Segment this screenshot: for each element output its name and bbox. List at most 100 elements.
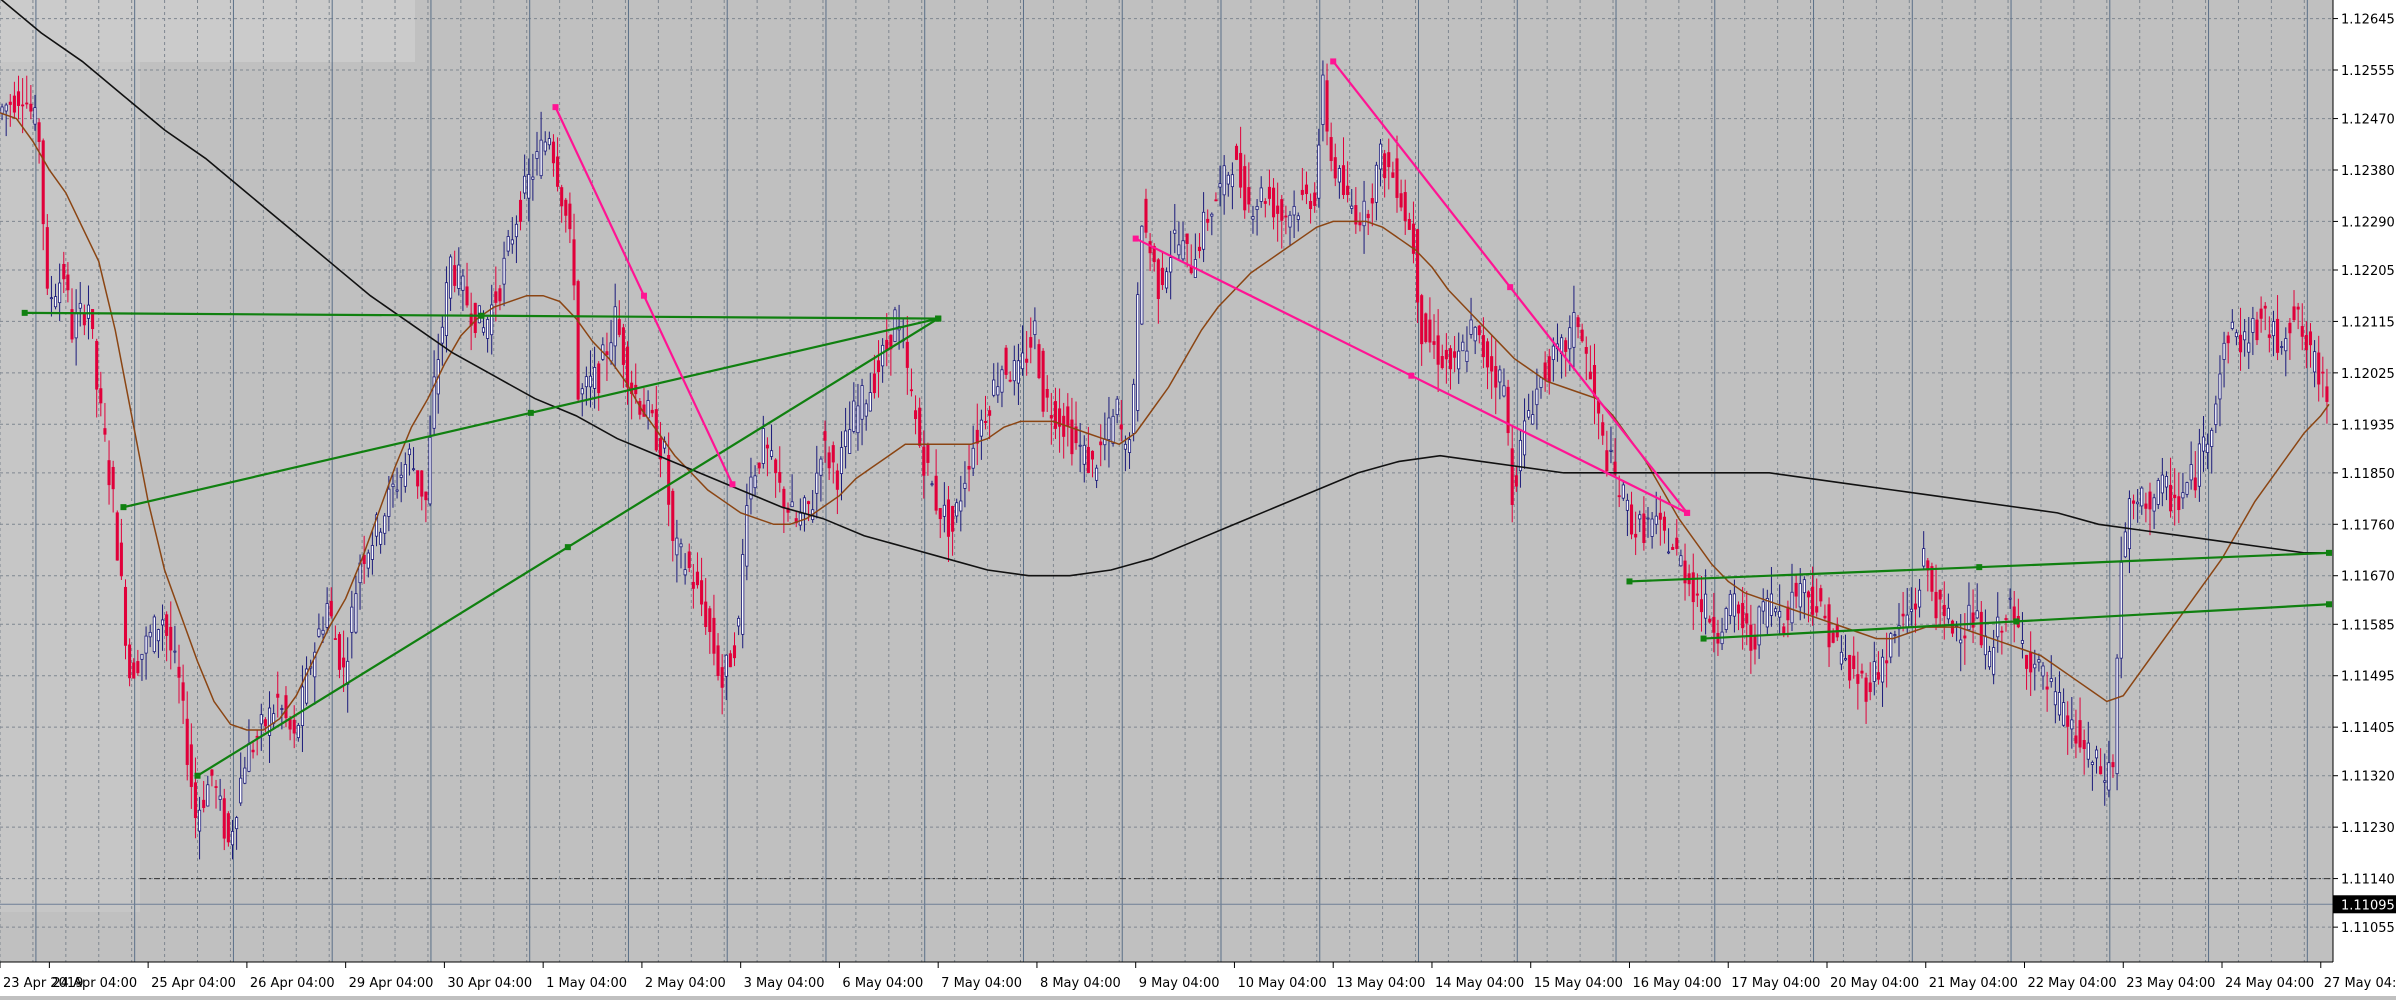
candle-body bbox=[782, 488, 786, 509]
candle-body bbox=[1827, 604, 1831, 648]
trend-line-green-anchor[interactable] bbox=[1700, 635, 1707, 642]
candle-body bbox=[350, 606, 354, 633]
trend-line-green-anchor[interactable] bbox=[1626, 578, 1633, 585]
candle-body bbox=[16, 91, 21, 106]
trend-line-magenta-midpoint[interactable] bbox=[1408, 372, 1415, 379]
trend-line-green-anchor[interactable] bbox=[2326, 549, 2332, 556]
trend-line-magenta-anchor[interactable] bbox=[1684, 509, 1691, 516]
candle-body bbox=[1650, 518, 1654, 537]
trend-line-green-midpoint[interactable] bbox=[527, 409, 534, 416]
candle-body bbox=[2300, 326, 2304, 337]
candle-body bbox=[1300, 189, 1304, 195]
candle-body bbox=[2308, 331, 2313, 346]
candle-body bbox=[1543, 362, 1547, 381]
trend-line-magenta-anchor[interactable] bbox=[1330, 58, 1337, 65]
candle-body bbox=[2148, 491, 2152, 510]
candle-body bbox=[1963, 635, 1967, 639]
candle-body bbox=[12, 95, 16, 113]
trend-line-magenta-midpoint[interactable] bbox=[1507, 284, 1514, 291]
candle-body bbox=[934, 475, 938, 511]
candle-body bbox=[288, 719, 292, 730]
candle-body bbox=[650, 409, 654, 414]
trend-line-magenta-anchor[interactable] bbox=[1132, 235, 1139, 242]
candle-body bbox=[148, 631, 152, 638]
candle-body bbox=[1465, 350, 1469, 362]
candle-body bbox=[1683, 560, 1687, 584]
candle-body bbox=[82, 313, 86, 326]
candle-body bbox=[1712, 616, 1716, 633]
candle-body bbox=[1090, 450, 1095, 460]
candle-body bbox=[2074, 735, 2078, 744]
candle-body bbox=[2325, 386, 2329, 402]
candle-body bbox=[222, 798, 226, 839]
candle-body bbox=[263, 719, 267, 727]
candle-body bbox=[1658, 512, 1662, 520]
trend-line-green-anchor[interactable] bbox=[194, 772, 201, 779]
candle-body bbox=[2062, 702, 2066, 726]
candle-body bbox=[975, 429, 979, 444]
candle-body bbox=[198, 809, 202, 832]
candle-body bbox=[2292, 306, 2296, 321]
candle-body bbox=[206, 784, 210, 807]
trend-lines[interactable] bbox=[21, 58, 2332, 779]
candle-body bbox=[1469, 319, 1473, 335]
candle-body bbox=[1041, 350, 1045, 412]
time-axis-label: 10 May 04:00 bbox=[1237, 976, 1326, 991]
candle-body bbox=[523, 175, 527, 194]
candle-body bbox=[193, 782, 197, 819]
candle-body bbox=[1934, 591, 1938, 619]
trend-line-green-anchor[interactable] bbox=[21, 309, 28, 316]
candle-body bbox=[1613, 461, 1617, 475]
candle-body bbox=[2226, 335, 2230, 344]
candle-body bbox=[1432, 341, 1436, 345]
candle-body bbox=[1226, 174, 1230, 185]
candle-body bbox=[1029, 337, 1033, 348]
candle-body bbox=[490, 304, 494, 336]
trend-line-green-midpoint[interactable] bbox=[478, 312, 485, 319]
trend-line-green-anchor[interactable] bbox=[120, 504, 127, 511]
candle-body bbox=[860, 385, 864, 420]
candle-body bbox=[2206, 443, 2210, 453]
candle-body bbox=[683, 569, 687, 576]
trend-line-magenta-anchor[interactable] bbox=[729, 481, 736, 488]
moving-averages bbox=[0, 0, 2330, 731]
candle-body bbox=[1601, 422, 1605, 436]
candle-body bbox=[951, 505, 955, 532]
candle-body bbox=[955, 502, 959, 517]
candle-body bbox=[2115, 657, 2119, 775]
candle-body bbox=[2177, 496, 2181, 511]
candle-body bbox=[457, 264, 461, 289]
candle-body bbox=[1259, 187, 1263, 202]
trend-line-green-midpoint[interactable] bbox=[1976, 564, 1983, 571]
candle-body bbox=[1885, 660, 1889, 664]
candle-body bbox=[1037, 344, 1041, 379]
candle-body bbox=[1662, 516, 1666, 531]
candle-body bbox=[732, 645, 737, 659]
trend-line-green-anchor[interactable] bbox=[2326, 601, 2332, 608]
candle-body bbox=[1115, 398, 1119, 416]
candle-body bbox=[2078, 720, 2082, 748]
candle-body bbox=[2094, 749, 2099, 759]
candle-body bbox=[2267, 334, 2271, 338]
trend-line-green-midpoint[interactable] bbox=[2013, 618, 2020, 625]
candle-body bbox=[1420, 295, 1424, 345]
candle-body bbox=[588, 375, 593, 388]
candle-body bbox=[1584, 347, 1588, 354]
trend-line-green-midpoint[interactable] bbox=[564, 544, 571, 551]
time-axis-label: 15 May 04:00 bbox=[1534, 976, 1623, 991]
candle-body bbox=[54, 296, 58, 308]
candle-body bbox=[1588, 371, 1592, 380]
candle-body bbox=[802, 497, 806, 515]
trend-line-magenta-anchor[interactable] bbox=[552, 104, 559, 111]
candle-body bbox=[700, 580, 704, 605]
price-axis-label: 1.12555 bbox=[2341, 64, 2395, 79]
trend-line-green-anchor[interactable] bbox=[935, 315, 942, 322]
candle-body bbox=[177, 666, 181, 678]
candle-body bbox=[2193, 477, 2197, 491]
candle-body bbox=[1506, 386, 1510, 434]
candle-body bbox=[2057, 692, 2062, 716]
trend-line-magenta-midpoint[interactable] bbox=[640, 292, 647, 299]
